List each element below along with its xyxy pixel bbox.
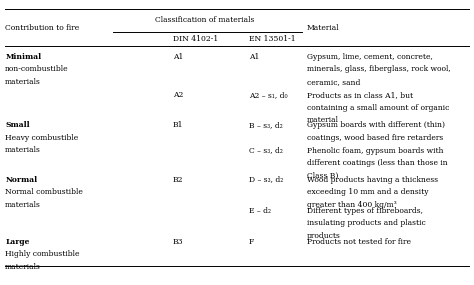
Text: A2 – s₁, d₀: A2 – s₁, d₀ — [248, 91, 287, 99]
Text: Gypsum boards with different (thin): Gypsum boards with different (thin) — [307, 121, 445, 129]
Text: material: material — [307, 117, 339, 125]
Text: insulating products and plastic: insulating products and plastic — [307, 219, 426, 227]
Text: non-combustible: non-combustible — [5, 65, 69, 73]
Text: B2: B2 — [173, 176, 183, 184]
Text: materials: materials — [5, 201, 41, 209]
Text: Contribution to fire: Contribution to fire — [5, 24, 80, 32]
Text: minerals, glass, fiberglass, rock wool,: minerals, glass, fiberglass, rock wool, — [307, 65, 450, 73]
Text: Normal combustible: Normal combustible — [5, 188, 83, 196]
Text: exceeding 10 mm and a density: exceeding 10 mm and a density — [307, 188, 428, 196]
Text: EN 13501-1: EN 13501-1 — [248, 35, 295, 43]
Text: Material: Material — [307, 24, 339, 32]
Text: Heavy combustible: Heavy combustible — [5, 134, 79, 142]
Text: Small: Small — [5, 121, 30, 129]
Text: Large: Large — [5, 238, 30, 246]
Text: Products not tested for fire: Products not tested for fire — [307, 238, 410, 246]
Text: greater than 400 kg/m³: greater than 400 kg/m³ — [307, 201, 396, 209]
Text: Wood products having a thickness: Wood products having a thickness — [307, 176, 438, 184]
Text: F: F — [248, 238, 254, 246]
Text: ceramic, sand: ceramic, sand — [307, 78, 360, 86]
Text: containing a small amount of organic: containing a small amount of organic — [307, 104, 449, 112]
Text: Minimal: Minimal — [5, 52, 41, 60]
Text: B1: B1 — [173, 121, 183, 129]
Text: materials: materials — [5, 263, 41, 271]
Text: D – s₃, d₂: D – s₃, d₂ — [248, 176, 283, 184]
Text: Classification of materials: Classification of materials — [155, 17, 255, 25]
Text: coatings, wood based fire retarders: coatings, wood based fire retarders — [307, 134, 443, 142]
Text: Normal: Normal — [5, 176, 37, 184]
Text: B – s₃, d₂: B – s₃, d₂ — [248, 121, 283, 129]
Text: C – s₃, d₂: C – s₃, d₂ — [248, 147, 283, 155]
Text: Phenolic foam, gypsum boards with: Phenolic foam, gypsum boards with — [307, 147, 443, 155]
Text: different coatings (less than those in: different coatings (less than those in — [307, 160, 447, 168]
Text: B3: B3 — [173, 238, 183, 246]
Text: DIN 4102-1: DIN 4102-1 — [173, 35, 218, 43]
Text: materials: materials — [5, 78, 41, 86]
Text: A1: A1 — [248, 52, 259, 60]
Text: Different types of fibreboards,: Different types of fibreboards, — [307, 207, 423, 215]
Text: E – d₂: E – d₂ — [248, 207, 271, 215]
Text: Highly combustible: Highly combustible — [5, 251, 80, 258]
Text: Gypsum, lime, cement, concrete,: Gypsum, lime, cement, concrete, — [307, 52, 433, 60]
Text: A1: A1 — [173, 52, 183, 60]
Text: products: products — [307, 232, 340, 240]
Text: A2: A2 — [173, 91, 183, 99]
Text: materials: materials — [5, 146, 41, 154]
Text: Class B): Class B) — [307, 172, 338, 180]
Text: Products as in class A1, but: Products as in class A1, but — [307, 91, 413, 99]
